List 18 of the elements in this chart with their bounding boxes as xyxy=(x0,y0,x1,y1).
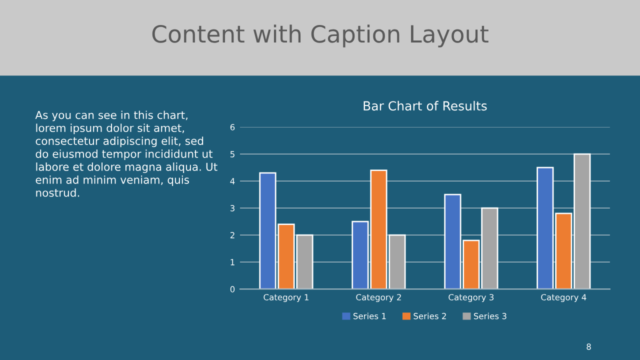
x-tick-label: Category 4 xyxy=(541,294,586,302)
y-tick-label: 3 xyxy=(230,205,234,212)
text: As you can see in this chart, lorem ipsum dolor sit amet, consectetur adipiscing elit, sed do eiusmod tempor incididunt ut labore et dolore magna aliqua. Ut enim ad minim veniam, quis nostrud. xyxy=(35,110,218,197)
y-tick-label: 4 xyxy=(230,178,235,184)
chart-subtitle: Bar Chart of Results xyxy=(364,100,487,111)
legend-label: Series 1 xyxy=(353,312,386,320)
x-tick-label: Category 1 xyxy=(264,294,308,302)
x-tick-label: Category 2 xyxy=(356,294,401,302)
y-tick-label: 5 xyxy=(230,151,234,158)
text: 8 xyxy=(586,344,591,350)
y-tick-label: 6 xyxy=(230,124,235,130)
y-tick-label: 1 xyxy=(230,259,234,266)
chart-title: Content with Caption Layout xyxy=(152,24,488,48)
x-tick-label: Category 3 xyxy=(448,294,494,302)
y-tick-label: 0 xyxy=(230,286,235,292)
legend-label: Series 2 xyxy=(414,312,446,320)
legend-label: Series 3 xyxy=(474,312,506,320)
y-tick-label: 2 xyxy=(230,232,234,238)
